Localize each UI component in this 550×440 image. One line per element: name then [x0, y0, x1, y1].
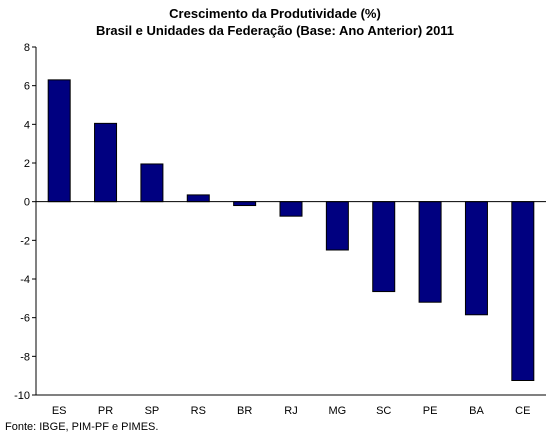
- y-tick-label: -2: [20, 235, 30, 247]
- bar-rs: [186, 194, 210, 203]
- bar-sp: [140, 163, 164, 203]
- x-tick-label: RS: [191, 405, 206, 417]
- source-note: Fonte: IBGE, PIM-PF e PIMES.: [5, 421, 159, 433]
- x-tick-label: CE: [515, 405, 530, 417]
- x-tick-label: PE: [423, 405, 438, 417]
- bar-es: [47, 79, 71, 203]
- bar-rj: [279, 201, 303, 217]
- y-tick-label: -8: [20, 351, 30, 363]
- y-tick-label: 0: [24, 197, 30, 209]
- bar-pe: [418, 201, 442, 303]
- x-tick-label: SP: [145, 405, 160, 417]
- bar-ce: [511, 201, 535, 381]
- y-tick-label: -4: [20, 274, 30, 286]
- x-tick-label: RJ: [284, 405, 297, 417]
- y-tick-label: 2: [24, 158, 30, 170]
- chart-subtitle: Brasil e Unidades da Federação (Base: An…: [95, 23, 455, 38]
- y-tick-label: -6: [20, 313, 30, 325]
- bar-br: [233, 201, 257, 207]
- bar-pr: [94, 122, 118, 203]
- x-tick-label: BR: [237, 405, 252, 417]
- bar-ba: [464, 201, 488, 316]
- x-tick-label: ES: [52, 405, 67, 417]
- y-tick-label: 8: [24, 42, 30, 54]
- x-tick-label: BA: [469, 405, 484, 417]
- bar-mg: [325, 201, 349, 251]
- x-tick-label: SC: [376, 405, 391, 417]
- bar-sc: [372, 201, 396, 293]
- y-tick-label: -10: [14, 390, 30, 402]
- x-tick-label: PR: [98, 405, 113, 417]
- y-tick-label: 6: [24, 81, 30, 93]
- y-tick-label: 4: [24, 119, 30, 131]
- chart-title: Crescimento da Produtividade (%): [169, 6, 381, 21]
- x-tick-label: MG: [328, 405, 346, 417]
